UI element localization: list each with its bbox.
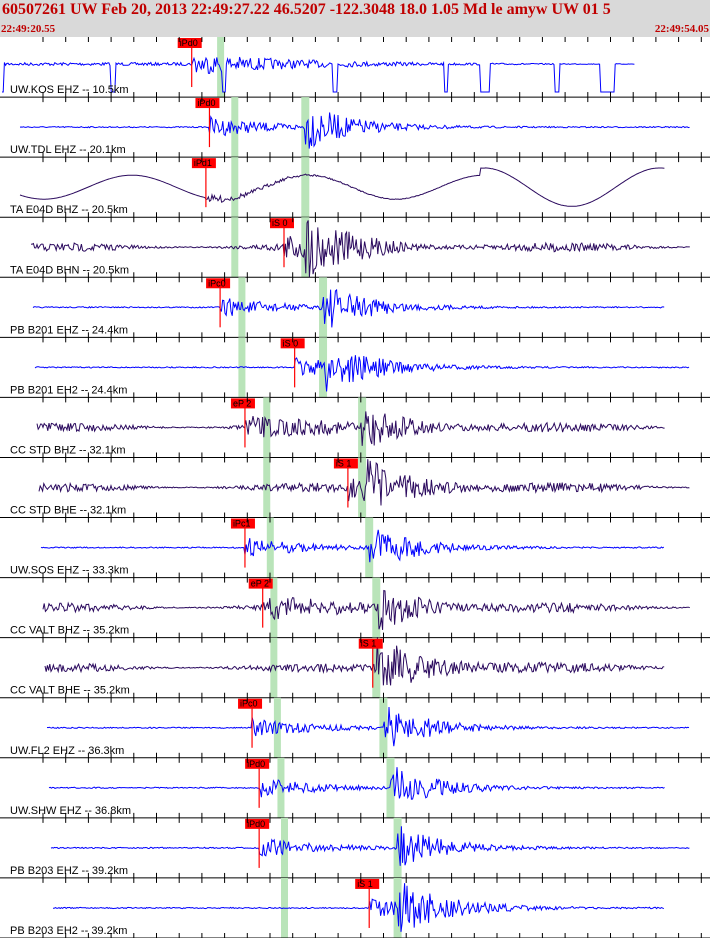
waveform-trace[interactable] xyxy=(52,883,665,932)
pick-label: iPc0 xyxy=(240,699,258,709)
waveform-trace[interactable] xyxy=(19,112,690,149)
pick-label: iPc1 xyxy=(233,519,251,529)
p-arrival-band xyxy=(263,397,271,458)
trace-label: PB B201 EH2 -- 24.4km xyxy=(10,384,127,396)
pick-marker[interactable] xyxy=(270,218,294,229)
pick-label: iS 1 xyxy=(357,879,373,889)
waveform-trace[interactable] xyxy=(44,637,665,686)
pick-marker[interactable] xyxy=(333,458,358,469)
s-arrival-band xyxy=(365,517,374,578)
s-arrival-band xyxy=(358,397,367,458)
time-end-label: 22:49:54.05 xyxy=(654,23,709,35)
pick-marker[interactable] xyxy=(355,878,380,889)
p-arrival-band xyxy=(270,577,278,638)
pick-label: iPd0 xyxy=(247,759,265,769)
trace-label: CC VALT BHE -- 35.2km xyxy=(10,685,130,697)
pick-marker[interactable] xyxy=(245,758,270,769)
pick-marker[interactable] xyxy=(230,518,255,529)
pick-marker[interactable] xyxy=(238,698,263,709)
trace-label: PB B201 EHZ -- 24.4km xyxy=(10,324,128,336)
waveform-trace[interactable] xyxy=(48,767,665,800)
s-arrival-band xyxy=(358,457,367,518)
p-arrival-band xyxy=(270,637,278,698)
s-arrival-band xyxy=(301,217,310,278)
trace-label: CC STD BHE -- 32.1km xyxy=(10,505,126,517)
waveform-trace[interactable] xyxy=(40,529,665,563)
s-arrival-band xyxy=(379,697,388,758)
trace-label: PB B203 EH2 -- 39.2km xyxy=(10,925,127,937)
waveform-trace[interactable] xyxy=(30,220,690,278)
p-arrival-band xyxy=(238,277,246,338)
pick-label: iPd0 xyxy=(180,38,198,48)
pick-marker[interactable] xyxy=(191,158,216,169)
waveform-trace[interactable] xyxy=(46,706,690,747)
pick-marker[interactable] xyxy=(245,818,270,829)
p-arrival-band xyxy=(217,37,225,98)
pick-label: iS 0 xyxy=(272,218,288,228)
event-header: 60507261 UW Feb 20, 2013 22:49:27.22 46.… xyxy=(0,0,710,37)
s-arrival-band xyxy=(301,157,310,218)
pick-marker[interactable] xyxy=(280,338,305,349)
waveform-trace[interactable] xyxy=(38,459,690,506)
trace-label: UW.SOS EHZ -- 33.3km xyxy=(10,565,129,577)
p-arrival-band xyxy=(281,817,288,878)
pick-marker[interactable] xyxy=(206,278,231,289)
pick-marker[interactable] xyxy=(248,578,273,589)
pick-label: eP 2 xyxy=(233,398,251,408)
pick-label: iS 1 xyxy=(336,458,352,468)
pick-marker[interactable] xyxy=(230,398,255,409)
pick-label: eP 2 xyxy=(251,579,269,589)
trace-label: TA E04D BHN -- 20.5km xyxy=(10,264,129,276)
p-arrival-band xyxy=(231,157,239,218)
seismogram-panel[interactable]: iPd0 UW.KOS EHZ -- 10.5km iPd0 UW.TDL EHZ -… xyxy=(0,37,710,938)
waveform-trace[interactable] xyxy=(42,589,690,630)
trace-label: UW.KOS EHZ -- 10.5km xyxy=(10,84,129,96)
p-arrival-band xyxy=(238,337,246,398)
pick-marker[interactable] xyxy=(195,98,220,109)
pick-label: iPc0 xyxy=(208,278,226,288)
trace-label: UW.SHW EHZ -- 36.8km xyxy=(10,805,131,817)
s-arrival-band xyxy=(319,337,328,398)
pick-marker[interactable] xyxy=(177,38,202,48)
waveform-trace[interactable] xyxy=(2,56,635,93)
pick-label: iS 0 xyxy=(283,338,299,348)
trace-label: CC VALT BHZ -- 35.2km xyxy=(10,625,129,637)
time-start-label: 22:49:20.55 xyxy=(1,23,56,35)
waveform-trace[interactable] xyxy=(19,167,665,207)
s-arrival-band xyxy=(386,757,395,818)
p-arrival-band xyxy=(277,757,285,818)
waveform-trace[interactable] xyxy=(36,411,665,446)
trace-label: CC STD BHZ -- 32.1km xyxy=(10,444,126,456)
waveform-trace[interactable] xyxy=(50,826,690,866)
trace-label: PB B203 EHZ -- 39.2km xyxy=(10,865,128,877)
s-arrival-band xyxy=(372,577,381,638)
pick-label: iPd0 xyxy=(247,819,265,829)
s-arrival-band xyxy=(393,817,402,878)
s-arrival-band xyxy=(301,97,310,158)
trace-label: UW.TDL EHZ -- 20.1km xyxy=(10,144,126,156)
waveform-trace[interactable] xyxy=(32,288,665,328)
s-arrival-band xyxy=(319,277,328,338)
waveform-trace[interactable] xyxy=(34,355,690,392)
trace-label: TA E04D BHZ -- 20.5km xyxy=(10,204,128,216)
pick-label: iPd1 xyxy=(194,158,212,168)
pick-marker[interactable] xyxy=(358,638,383,649)
trace-label: UW.FL2 EHZ -- 36.3km xyxy=(10,745,124,757)
pick-label: iPd0 xyxy=(197,98,215,108)
event-title: 60507261 UW Feb 20, 2013 22:49:27.22 46.… xyxy=(2,1,611,18)
pick-label: iS 1 xyxy=(361,639,377,649)
p-arrival-band xyxy=(273,697,281,758)
